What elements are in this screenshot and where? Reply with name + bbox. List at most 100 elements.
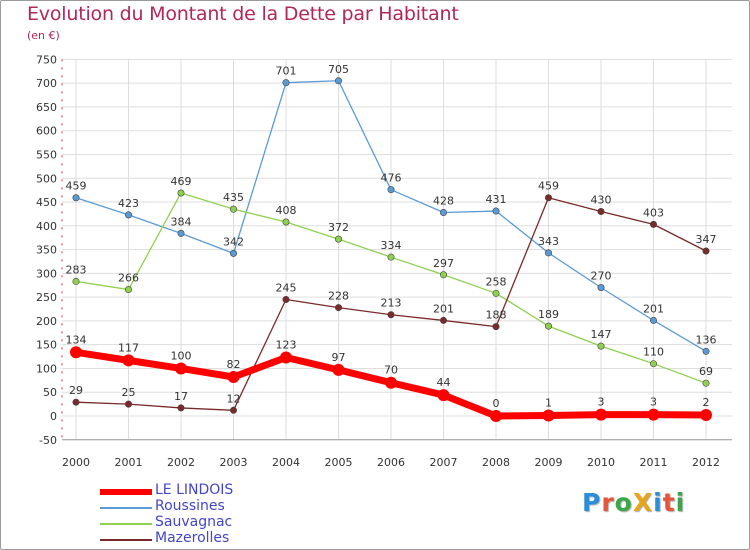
data-label: 372 bbox=[328, 221, 349, 234]
y-tick-label: 450 bbox=[36, 196, 57, 209]
data-label: 435 bbox=[223, 191, 244, 204]
data-point bbox=[230, 249, 238, 257]
data-label: 147 bbox=[591, 328, 612, 341]
data-label: 201 bbox=[643, 302, 664, 315]
data-point bbox=[125, 211, 133, 219]
data-label: 2 bbox=[703, 396, 710, 409]
data-label: 97 bbox=[332, 351, 346, 364]
data-point bbox=[647, 408, 660, 421]
y-tick-label: 150 bbox=[36, 339, 57, 352]
data-label: 270 bbox=[591, 270, 612, 283]
data-point bbox=[542, 409, 555, 422]
data-point bbox=[387, 186, 395, 194]
y-tick-label: 500 bbox=[36, 172, 57, 185]
data-label: 70 bbox=[384, 364, 398, 377]
data-point bbox=[702, 347, 710, 355]
data-point bbox=[122, 354, 135, 367]
data-point bbox=[175, 362, 187, 375]
y-tick-label: 700 bbox=[36, 77, 57, 90]
data-label: 347 bbox=[696, 233, 717, 246]
y-tick-label: 550 bbox=[36, 148, 57, 161]
data-point bbox=[72, 277, 80, 285]
data-label: 476 bbox=[381, 172, 402, 185]
data-label: 705 bbox=[328, 63, 349, 76]
x-tick-label: 2011 bbox=[640, 456, 668, 469]
data-label: 17 bbox=[174, 390, 188, 403]
y-tick-label: 750 bbox=[36, 53, 57, 66]
data-point bbox=[492, 323, 500, 331]
data-point bbox=[227, 371, 240, 384]
data-point bbox=[125, 400, 133, 408]
data-label: 25 bbox=[122, 386, 136, 399]
legend-item: LE LINDOIS bbox=[100, 482, 320, 500]
legend-swatch bbox=[100, 489, 152, 495]
data-point bbox=[177, 404, 185, 412]
x-tick-label: 2009 bbox=[535, 456, 563, 469]
data-label: 403 bbox=[643, 206, 664, 219]
legend-swatch bbox=[100, 523, 152, 525]
data-point bbox=[595, 408, 607, 421]
data-label: 1 bbox=[545, 397, 552, 410]
x-tick-label: 2007 bbox=[430, 456, 458, 469]
data-point bbox=[177, 189, 185, 197]
data-label: 136 bbox=[696, 333, 717, 346]
data-point bbox=[439, 316, 447, 324]
data-label: 245 bbox=[276, 282, 297, 295]
logo-letter: X bbox=[632, 488, 654, 517]
legend-label: Sauvagnac bbox=[155, 514, 233, 530]
logo-letter: r bbox=[601, 488, 615, 517]
data-label: 408 bbox=[276, 204, 297, 217]
logo-letter: o bbox=[614, 488, 633, 517]
y-tick-label: 0 bbox=[50, 410, 57, 423]
data-label: 384 bbox=[171, 215, 192, 228]
data-label: 430 bbox=[591, 194, 612, 207]
data-point bbox=[439, 271, 447, 279]
data-label: 459 bbox=[66, 180, 87, 193]
legend-label: LE LINDOIS bbox=[155, 482, 234, 498]
x-tick-label: 2001 bbox=[115, 456, 143, 469]
data-label: 117 bbox=[118, 341, 139, 354]
x-tick-label: 2012 bbox=[692, 456, 720, 469]
y-tick-label: 600 bbox=[36, 125, 57, 138]
data-label: 201 bbox=[433, 302, 454, 315]
logo-letter: t bbox=[662, 488, 676, 517]
data-point bbox=[125, 286, 133, 294]
data-point bbox=[649, 316, 657, 324]
data-label: 69 bbox=[699, 365, 713, 378]
x-tick-label: 2004 bbox=[272, 456, 300, 469]
chart-subtitle: (en €) bbox=[27, 29, 60, 42]
data-point bbox=[492, 289, 500, 297]
x-tick-label: 2002 bbox=[167, 456, 195, 469]
data-label: 469 bbox=[171, 175, 192, 188]
data-point bbox=[702, 379, 710, 387]
data-point bbox=[177, 229, 185, 237]
logo-letter: P bbox=[582, 488, 602, 517]
data-point bbox=[597, 342, 605, 350]
data-point bbox=[439, 208, 447, 216]
y-tick-label: 100 bbox=[36, 362, 57, 375]
data-point bbox=[334, 235, 342, 243]
proxiti-logo: ProXiti bbox=[582, 488, 685, 517]
logo-letter: i bbox=[675, 488, 686, 517]
data-point bbox=[437, 389, 450, 402]
y-tick-label: 650 bbox=[36, 101, 57, 114]
data-label: 701 bbox=[276, 65, 297, 78]
data-point bbox=[70, 346, 82, 359]
x-tick-label: 2006 bbox=[377, 456, 405, 469]
data-point bbox=[544, 322, 552, 330]
data-point bbox=[332, 363, 345, 376]
data-label: 12 bbox=[227, 392, 241, 405]
data-label: 123 bbox=[276, 339, 297, 352]
legend-swatch bbox=[100, 539, 152, 541]
legend-item: Mazerolles bbox=[100, 530, 320, 548]
data-label: 188 bbox=[486, 309, 507, 322]
data-point bbox=[385, 376, 397, 389]
data-point bbox=[334, 77, 342, 85]
data-point bbox=[280, 351, 292, 364]
chart-title: Evolution du Montant de la Dette par Hab… bbox=[27, 3, 459, 25]
legend-item: Roussines bbox=[100, 498, 320, 516]
data-point bbox=[387, 311, 395, 319]
data-label: 44 bbox=[437, 376, 451, 389]
x-tick-label: 2005 bbox=[325, 456, 353, 469]
data-label: 82 bbox=[227, 358, 241, 371]
